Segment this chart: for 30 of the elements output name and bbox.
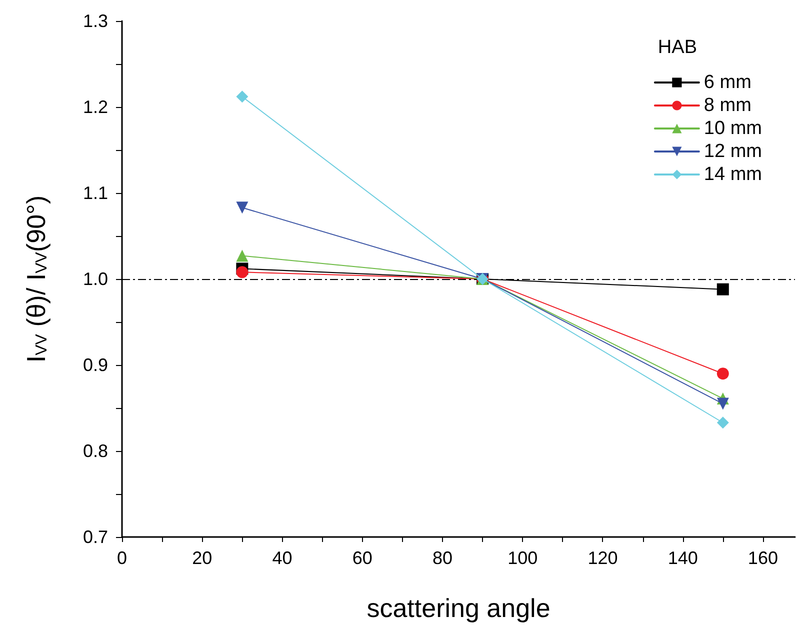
y-tick-label: 0.7 <box>82 527 108 547</box>
y-axis-title: IVV (θ)/ IVV(90°) <box>21 195 51 363</box>
y-tick-label: 0.9 <box>82 355 108 375</box>
x-tick-label: 20 <box>192 548 212 568</box>
point <box>236 266 248 278</box>
x-tick-label: 40 <box>272 548 292 568</box>
point <box>236 250 248 262</box>
x-tick-label: 0 <box>116 548 128 568</box>
legend-label: 8 mm <box>704 95 752 116</box>
x-tick-label: 80 <box>432 548 452 568</box>
legend-label: 12 mm <box>704 141 762 162</box>
y-tick-label: 1.0 <box>82 269 108 289</box>
point <box>716 283 729 296</box>
y-tick-label: 1.2 <box>82 97 108 117</box>
legend-title: HAB <box>658 37 698 58</box>
point <box>716 368 729 380</box>
x-tick-label: 120 <box>588 548 618 568</box>
x-tick-label: 140 <box>668 548 698 568</box>
legend-label: 14 mm <box>704 164 762 185</box>
x-tick-label: 60 <box>352 548 372 568</box>
x-tick-label: 160 <box>748 548 778 568</box>
y-tick-label: 0.8 <box>82 441 108 461</box>
y-tick-label: 1.1 <box>82 183 108 203</box>
x-axis-title: scattering angle <box>366 593 550 623</box>
point <box>716 416 729 429</box>
point <box>236 90 248 103</box>
legend-label: 6 mm <box>704 72 752 93</box>
legend-label: 10 mm <box>704 118 762 139</box>
y-tick-label: 1.3 <box>82 11 108 31</box>
x-tick-label: 100 <box>508 548 538 568</box>
